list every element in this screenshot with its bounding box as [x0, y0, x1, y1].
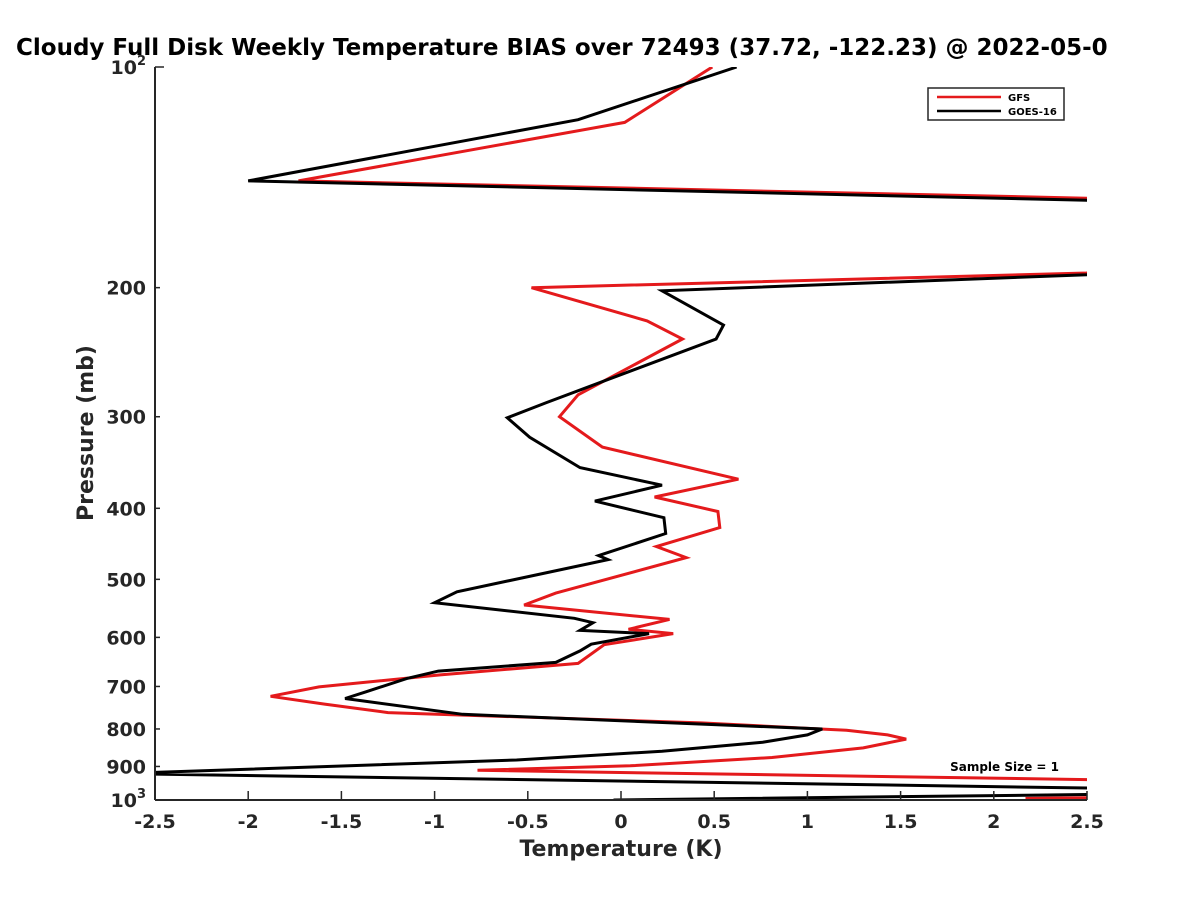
x-tick-label: 1: [801, 811, 814, 833]
y-tick-label: 500: [106, 569, 146, 591]
x-tick-label: 2.5: [1070, 811, 1104, 833]
chart-title: Cloudy Full Disk Weekly Temperature BIAS…: [16, 35, 1108, 61]
x-tick-label: 0.5: [697, 811, 731, 833]
x-tick-label: -2: [238, 811, 259, 833]
x-tick-label: -1: [424, 811, 445, 833]
x-tick-label: 1.5: [884, 811, 918, 833]
legend-label-goes16: GOES-16: [1008, 107, 1057, 118]
y-tick-label: 400: [106, 498, 146, 520]
x-tick-label: 2: [987, 811, 1000, 833]
axes-layer: [154, 67, 1087, 801]
y-axis-label: Pressure (mb): [74, 345, 99, 521]
legend-label-gfs: GFS: [1008, 93, 1030, 104]
series-line-gfs: [270, 67, 1087, 800]
x-axis-label: Temperature (K): [519, 837, 722, 862]
y-ticks: 102 200 300 400 500 600 700 800 900 103: [106, 54, 164, 812]
legend: GFS GOES-16: [927, 87, 1065, 121]
series-layer: [155, 67, 1087, 800]
x-tick-label: -1.5: [321, 811, 363, 833]
y-tick-label: 600: [106, 627, 146, 649]
x-tick-label: -2.5: [134, 811, 176, 833]
y-tick-label: 700: [106, 676, 146, 698]
y-tick-label: 300: [106, 407, 146, 429]
y-tick-label: 102: [111, 54, 147, 79]
y-tick-label: 200: [106, 278, 146, 300]
series-line-goes-16: [155, 67, 1087, 800]
x-ticks: -2.5 -2 -1.5 -1 -0.5 0 0.5 1 1.5 2 2.5: [134, 791, 1104, 833]
y-tick-label: 900: [106, 756, 146, 778]
x-tick-label: 0: [614, 811, 627, 833]
y-tick-label: 800: [106, 719, 146, 741]
x-tick-label: -0.5: [507, 811, 549, 833]
legend-box: [927, 87, 1065, 121]
y-tick-label: 103: [111, 787, 147, 812]
sample-size-annotation: Sample Size = 1: [950, 760, 1059, 774]
